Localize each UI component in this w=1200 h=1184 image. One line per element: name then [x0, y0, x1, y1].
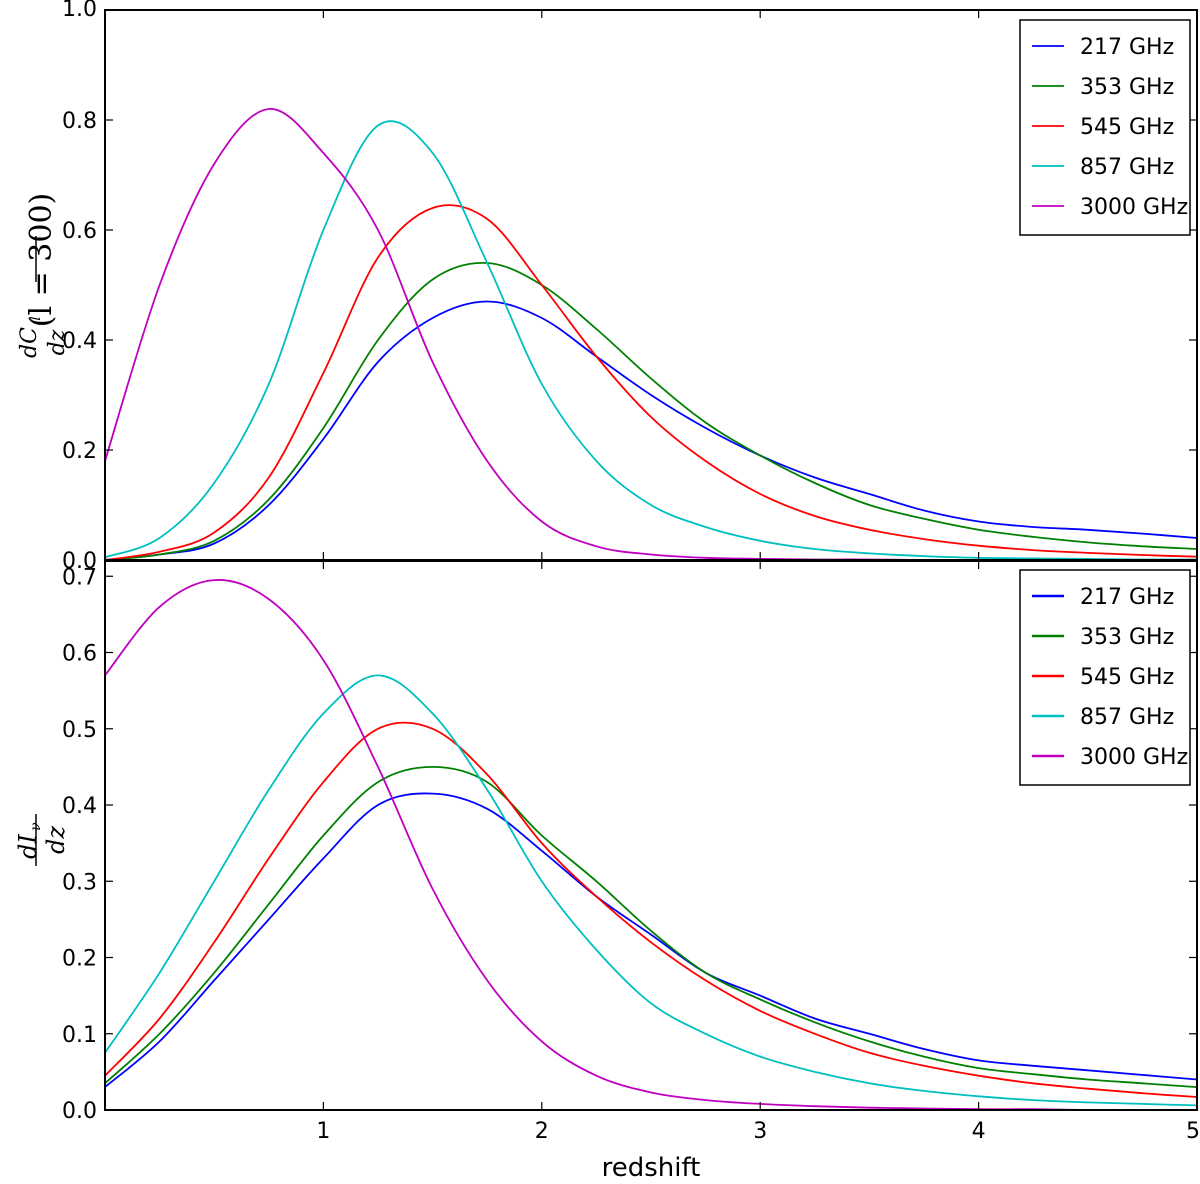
- bottom-xtick-label: 3: [753, 1119, 767, 1144]
- bottom-legend-label-857-ghz: 857 GHz: [1080, 705, 1174, 730]
- bottom-legend-box: [1019, 569, 1191, 786]
- bottom-ytick-label: 0.4: [62, 794, 97, 819]
- bottom-axes-frame: [104, 560, 1198, 1111]
- bottom-ytick-label: 0.0: [62, 1099, 97, 1124]
- bottom-legend-label-545-ghz: 545 GHz: [1080, 665, 1174, 690]
- top-legend-label-3000-ghz: 3000 GHz: [1080, 195, 1188, 220]
- bottom-xtick-label: 4: [972, 1119, 986, 1144]
- bottom-legend: 217 GHz 353 GHz 545 GHz 857 GHz 3000 GHz: [1019, 569, 1191, 786]
- bottom-ylabel: dI ν dz: [14, 817, 70, 859]
- top-series-line-545-ghz: [104, 204, 1198, 561]
- bottom-legend-label-353-ghz: 353 GHz: [1080, 625, 1174, 650]
- top-ytick-label: 0.0: [62, 549, 97, 574]
- top-ytick-label: 0.4: [62, 329, 97, 354]
- bottom-series-line-353-ghz: [104, 765, 1198, 1088]
- bottom-xtick-label: 5: [1186, 1119, 1200, 1144]
- top-ytick-label: 0.6: [62, 219, 97, 244]
- bottom-ylabel-den: dz: [42, 826, 70, 854]
- top-series-line-353-ghz: [104, 262, 1198, 561]
- top-series-line-217-ghz: [104, 300, 1198, 561]
- top-ytick-label: 0.8: [62, 109, 97, 134]
- top-legend-label-353-ghz: 353 GHz: [1080, 75, 1174, 100]
- top-ylabel-num-sub: l: [28, 316, 44, 320]
- top-legend-label-545-ghz: 545 GHz: [1080, 115, 1174, 140]
- bottom-series-line-857-ghz: [104, 674, 1198, 1107]
- bottom-ytick-label: 0.3: [62, 870, 97, 895]
- top-ylabel-den: dz: [45, 329, 70, 355]
- top-series-layer: [104, 108, 1198, 561]
- bottom-series-line-217-ghz: [104, 792, 1198, 1088]
- top-panel: 0.0 0.2 0.4 0.6 0.8 1.0 217 GHz 353 GHz 545 GHz…: [17, 0, 1198, 574]
- bottom-legend-label-217-ghz: 217 GHz: [1080, 585, 1174, 610]
- top-ylabel-suffix: (l = 300): [24, 193, 59, 327]
- bottom-ylabel-num: dI: [14, 834, 42, 859]
- top-ylabel-num: dC: [17, 327, 42, 358]
- bottom-panel: 0.0 0.1 0.2 0.3 0.4 0.5 0.6 0.7 1 2 3 4 5 217 GHz 353…: [14, 560, 1200, 1183]
- bottom-ticks-layer: 0.0 0.1 0.2 0.3 0.4 0.5 0.6 0.7 1 2 3 4 5: [62, 561, 1200, 1144]
- bottom-series-line-545-ghz: [104, 721, 1198, 1098]
- top-legend-label-857-ghz: 857 GHz: [1080, 155, 1174, 180]
- top-ticks-layer: 0.0 0.2 0.4 0.6 0.8 1.0: [62, 0, 1198, 574]
- bottom-legend-label-3000-ghz: 3000 GHz: [1080, 745, 1188, 770]
- bottom-xtick-label: 1: [316, 1119, 330, 1144]
- top-ylabel: dC l dz (l = 300): [17, 193, 70, 358]
- bottom-ytick-label: 0.6: [62, 642, 97, 667]
- bottom-xlabel: redshift: [602, 1153, 701, 1183]
- bottom-ytick-label: 0.7: [62, 565, 97, 590]
- top-ytick-label: 1.0: [62, 0, 97, 22]
- top-legend-label-217-ghz: 217 GHz: [1080, 35, 1174, 60]
- bottom-ytick-label: 0.1: [62, 1023, 97, 1048]
- top-legend: 217 GHz 353 GHz 545 GHz 857 GHz 3000 GHz: [1019, 19, 1191, 236]
- top-legend-box: [1019, 19, 1191, 236]
- bottom-ytick-label: 0.2: [62, 947, 97, 972]
- top-series-line-857-ghz: [104, 120, 1197, 561]
- top-ytick-label: 0.2: [62, 439, 97, 464]
- bottom-xtick-label: 2: [535, 1119, 549, 1144]
- bottom-ytick-label: 0.5: [62, 718, 97, 743]
